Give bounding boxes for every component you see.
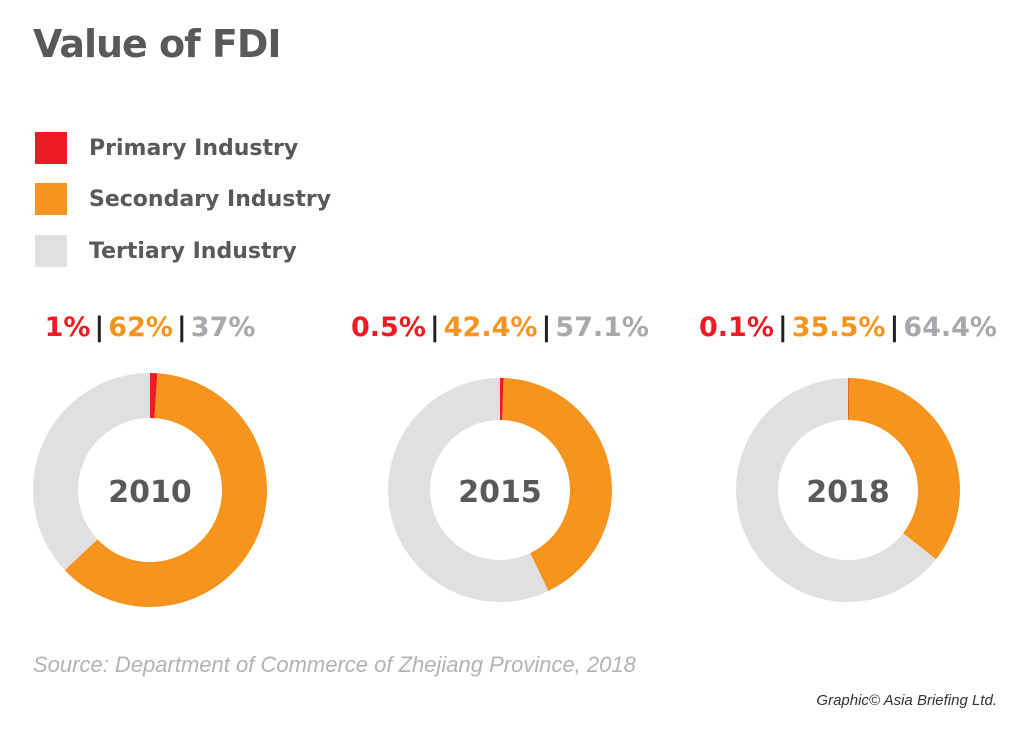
year-label-2010: 2010 [108, 475, 192, 510]
pct-tertiary: 37% [190, 312, 256, 343]
pct-primary: 0.5% [351, 312, 426, 343]
donut-slice-2010-secondary [64, 373, 267, 607]
pct-tertiary: 64.4% [903, 312, 997, 343]
pct-secondary: 62% [108, 312, 173, 343]
donut-slice-2010-primary [150, 373, 158, 419]
legend-swatch-tertiary [35, 235, 67, 267]
pct-secondary: 42.4% [443, 312, 538, 343]
legend-label: Primary Industry [89, 135, 299, 161]
source-note: Source: Department of Commerce of Zhejia… [33, 652, 636, 677]
donut-2010 [32, 373, 267, 607]
pct-labels-2015: 0.5% | 42.4% | 57.1% [351, 312, 649, 343]
donut-slice-2018-primary [848, 378, 849, 421]
donut-2015 [387, 378, 612, 603]
donut-2018 [736, 378, 961, 602]
donut-slice-2018-tertiary [736, 378, 937, 602]
donut-slice-2018-secondary [848, 378, 961, 560]
donut-slice-2015-secondary [502, 378, 612, 592]
legend-swatch-primary [35, 132, 67, 164]
year-label-2015: 2015 [458, 475, 542, 510]
legend-label: Secondary Industry [89, 186, 332, 212]
legend-label: Tertiary Industry [89, 238, 297, 264]
pct-primary: 0.1% [699, 312, 774, 343]
year-label-2018: 2018 [806, 475, 890, 510]
legend-item-secondary: Secondary Industry [35, 183, 331, 215]
legend-item-tertiary: Tertiary Industry [35, 235, 297, 267]
pct-labels-2018: 0.1% | 35.5% | 64.4% [699, 312, 997, 343]
legend-swatch-secondary [35, 183, 67, 215]
pct-tertiary: 57.1% [555, 312, 649, 343]
credit-note: Graphic© Asia Briefing Ltd. [816, 692, 997, 709]
pct-labels-2010: 1% | 62% | 37% [44, 312, 256, 343]
legend-item-primary: Primary Industry [35, 132, 298, 164]
donut-slice-2010-tertiary [32, 373, 150, 571]
donut-slice-2015-tertiary [387, 378, 549, 603]
chart-title: Value of FDI [33, 22, 282, 66]
pct-primary: 1% [44, 312, 91, 343]
donut-slice-2015-primary [500, 378, 504, 421]
pct-secondary: 35.5% [791, 312, 886, 343]
